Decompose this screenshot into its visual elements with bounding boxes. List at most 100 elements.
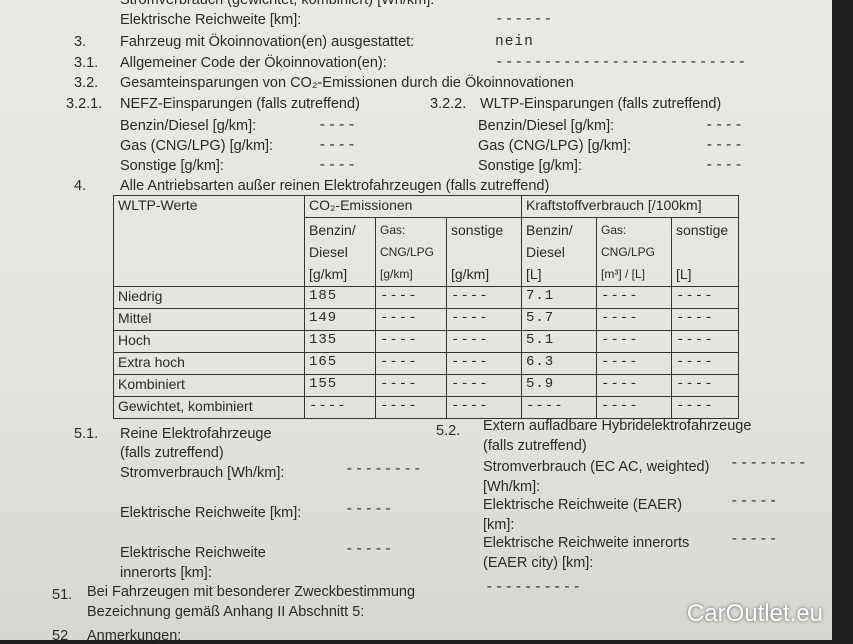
s52-city2: (EAER city) [km]: (483, 555, 593, 571)
wltp-row-value: ---- (705, 138, 744, 154)
header-co2: CO₂-Emissionen (305, 196, 522, 218)
row-label: Kombiniert (114, 375, 305, 397)
cell-value: ---- (672, 331, 739, 353)
cell-value: ---- (672, 397, 739, 419)
cell-value: ---- (376, 309, 447, 331)
row-label: Hoch (114, 331, 305, 353)
s52-city-value: ----- (730, 532, 779, 548)
cell-value: 5.9 (522, 375, 597, 397)
wltp-row-label: Sonstige [g/km]: (478, 158, 582, 174)
nefz-row-value: ---- (318, 158, 357, 174)
cell-value: ---- (597, 309, 672, 331)
s51-sub: (falls zutreffend) (120, 445, 224, 461)
nefz-row-label: Gas (CNG/LPG) [g/km]: (120, 138, 273, 154)
s32-num: 3.2. (74, 75, 98, 91)
cell-value: ---- (376, 331, 447, 353)
nefz-row-label: Benzin/Diesel [g/km]: (120, 118, 256, 134)
s3-label: Fahrzeug mit Ökoinnovation(en) ausgestat… (120, 34, 414, 50)
cell-value: ---- (447, 397, 522, 419)
cell-value: 149 (305, 309, 376, 331)
s51-strom: Stromverbrauch [Wh/km]: (120, 465, 284, 481)
s51-strom-value: -------- (345, 462, 423, 478)
s51b-num: 51. (52, 587, 72, 603)
s52-strom-value: -------- (730, 456, 808, 472)
s321-label: NEFZ-Einsparungen (falls zutreffend) (120, 96, 360, 112)
s3-value: nein (495, 34, 534, 50)
caroutlet-watermark: CarOutlet.eu (687, 600, 823, 628)
wltp-row-value: ---- (705, 158, 744, 174)
subheader-cell: Gas: CNG/LPG [g/km] (376, 218, 447, 287)
cell-value: ---- (447, 353, 522, 375)
s51-inner2: innerorts [km]: (120, 565, 212, 581)
subheader-cell: sonstige [g/km] (447, 218, 522, 287)
cell-value: 135 (305, 331, 376, 353)
s51-inner-value: ----- (345, 542, 394, 558)
s51b-label1: Bei Fahrzeugen mit besonderer Zweckbesti… (87, 584, 415, 600)
s51-reich: Elektrische Reichweite [km]: (120, 505, 301, 521)
cell-value: ---- (597, 353, 672, 375)
s52-city: Elektrische Reichweite innerorts (483, 535, 689, 551)
cell-value: ---- (522, 397, 597, 419)
row-label: Niedrig (114, 287, 305, 309)
cell-value: 5.1 (522, 331, 597, 353)
cell-value: ---- (597, 397, 672, 419)
cell-value: ---- (447, 287, 522, 309)
cell-value: ---- (376, 375, 447, 397)
cell-value: ---- (376, 397, 447, 419)
cell-value: ---- (672, 353, 739, 375)
row-label: Gewichtet, kombiniert (114, 397, 305, 419)
s52-num: 5.2. (436, 423, 460, 439)
s4-label: Alle Antriebsarten außer reinen Elektrof… (120, 178, 549, 194)
nefz-row-value: ---- (318, 138, 357, 154)
cell-value: ---- (447, 375, 522, 397)
cell-value: 5.7 (522, 309, 597, 331)
header-wltp: WLTP-Werte (114, 196, 305, 287)
s52b-label: Anmerkungen: (87, 628, 181, 644)
s51b-value: ---------- (485, 580, 582, 596)
document-page: Stromverbrauch (gewichtet, kombiniert) [… (0, 0, 832, 640)
s32-label: Gesamteinsparungen von CO₂-Emissionen du… (120, 75, 574, 91)
cell-value: ---- (672, 287, 739, 309)
cell-value: ---- (597, 287, 672, 309)
strom-label: Stromverbrauch (gewichtet, kombiniert) [… (120, 0, 434, 8)
s51-inner: Elektrische Reichweite (120, 545, 266, 561)
s52-sub: (falls zutreffend) (483, 438, 587, 454)
cell-value: ---- (597, 331, 672, 353)
s51-label: Reine Elektrofahrzeuge (120, 426, 272, 442)
s322-label: WLTP-Einsparungen (falls zutreffend) (480, 96, 721, 112)
cell-value: ---- (672, 309, 739, 331)
s52-eaer2: [km]: (483, 517, 514, 533)
s52-label: Extern aufladbare Hybridelektrofahrzeuge (483, 418, 751, 434)
s321-num: 3.2.1. (66, 96, 102, 112)
subheader-cell: sonstige [L] (672, 218, 739, 287)
cell-value: 165 (305, 353, 376, 375)
s52b-num: 52 (52, 628, 68, 644)
cell-value: 7.1 (522, 287, 597, 309)
s51-reich-value: ----- (345, 502, 394, 518)
cell-value: 155 (305, 375, 376, 397)
cell-value: ---- (597, 375, 672, 397)
s52-eaer-value: ----- (730, 494, 779, 510)
s31-label: Allgemeiner Code der Ökoinnovation(en): (120, 55, 387, 71)
table-row: Gewichtet, kombiniert-------------------… (114, 397, 739, 419)
s51b-label2: Bezeichnung gemäß Anhang II Abschnitt 5: (87, 604, 364, 620)
s52-eaer: Elektrische Reichweite (EAER) (483, 497, 682, 513)
nefz-row-value: ---- (318, 118, 357, 134)
s322-num: 3.2.2. (430, 96, 466, 112)
header-fuel: Kraftstoffverbrauch [/100km] (522, 196, 739, 218)
s51-num: 5.1. (74, 426, 98, 442)
cell-value: ---- (376, 353, 447, 375)
nefz-row-label: Sonstige [g/km]: (120, 158, 224, 174)
cell-value: 185 (305, 287, 376, 309)
row-label: Mittel (114, 309, 305, 331)
subheader-cell: Benzin/ Diesel [L] (522, 218, 597, 287)
subheader-cell: Gas: CNG/LPG [m³] / [L] (597, 218, 672, 287)
s52-strom: Stromverbrauch (EC AC, weighted) (483, 459, 709, 475)
reichweite-label: Elektrische Reichweite [km]: (120, 12, 301, 28)
cell-value: ---- (672, 375, 739, 397)
subheader-cell: Benzin/ Diesel [g/km] (305, 218, 376, 287)
s4-num: 4. (74, 178, 86, 194)
